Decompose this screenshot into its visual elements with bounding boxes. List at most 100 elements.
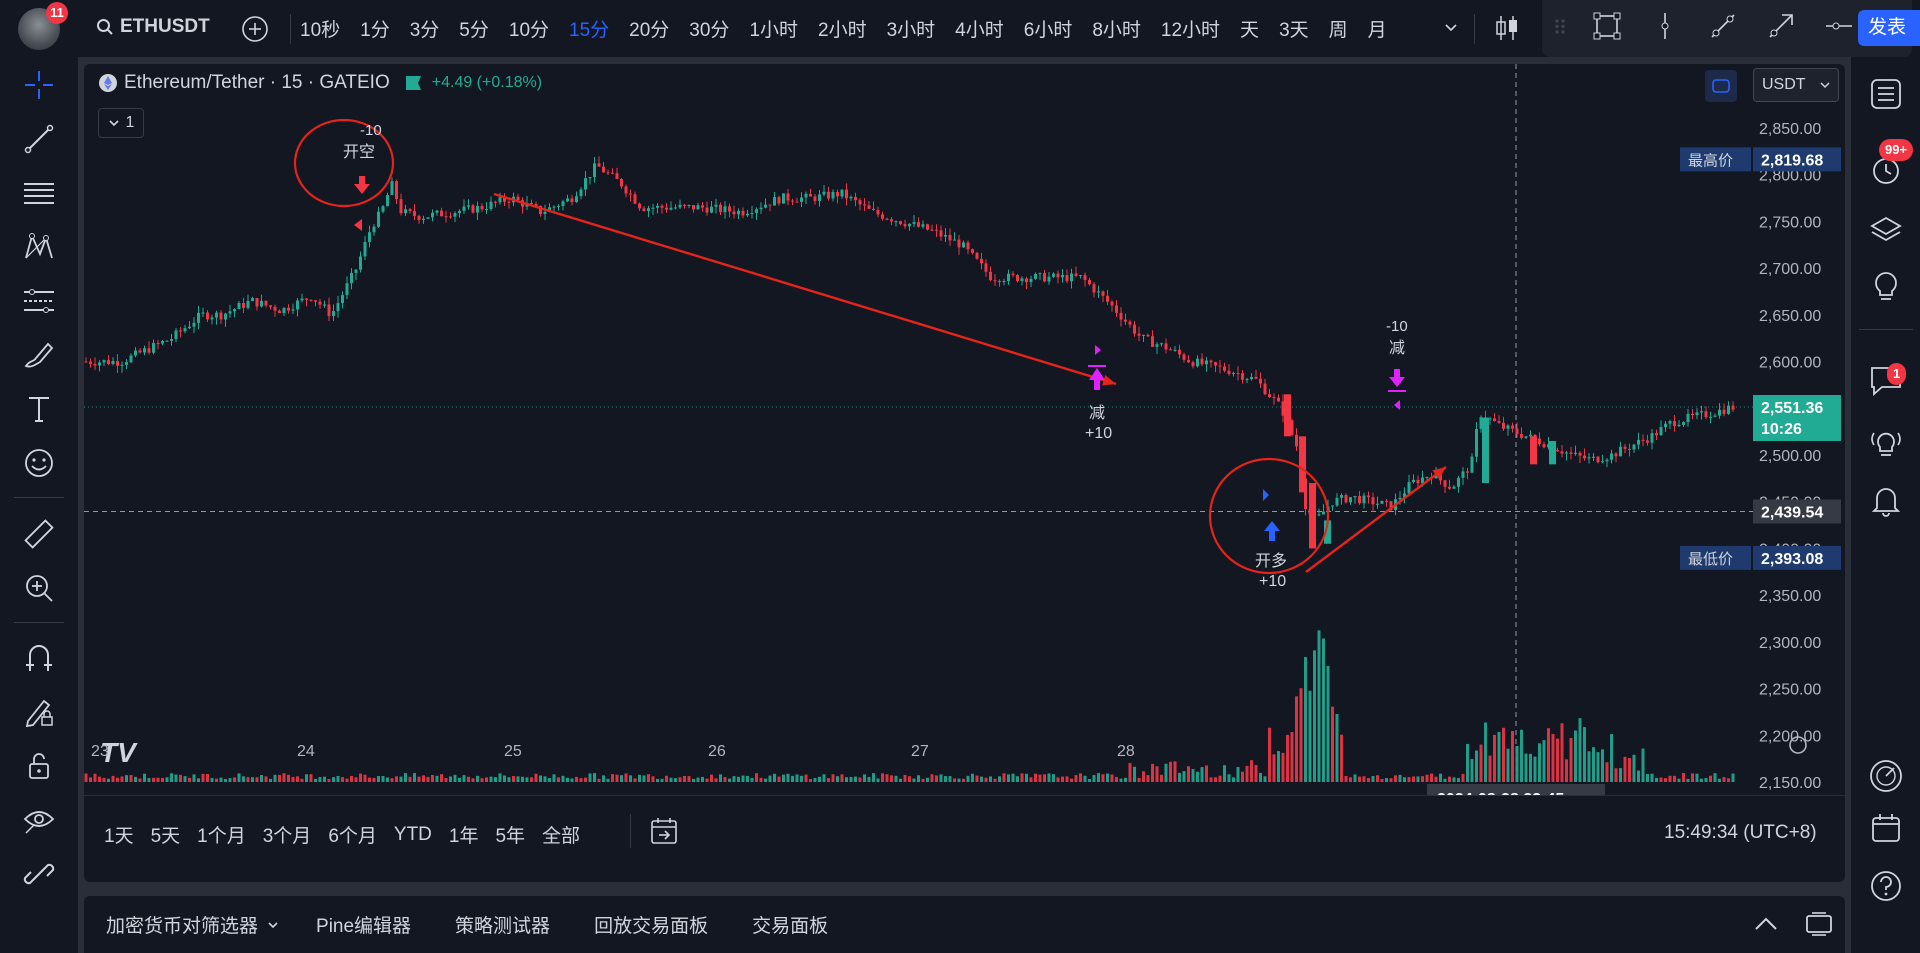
brush-icon[interactable] (18, 334, 60, 376)
horizontal-ray-tool-icon[interactable] (1810, 11, 1868, 47)
broadcast-bulb-icon[interactable] (1863, 419, 1909, 465)
chevron-up-icon[interactable] (1752, 912, 1780, 936)
interval-4[interactable]: 10分 (508, 20, 550, 41)
chart-pane[interactable]: TV 2,850.00 2,800.00 2,750.00 2,700.00 2,650.… (84, 64, 1845, 882)
candle-body (534, 204, 538, 206)
layers-icon[interactable] (1863, 208, 1909, 254)
volume-bar (1434, 776, 1438, 782)
volume-bar (1034, 773, 1037, 782)
price-chart[interactable]: TV 2,850.00 2,800.00 2,750.00 2,700.00 2,650.… (84, 64, 1845, 795)
chevron-down-icon[interactable] (266, 918, 280, 932)
time-tick: 26 (708, 743, 726, 760)
trend-line-tool-icon[interactable] (1694, 11, 1752, 47)
bell-icon[interactable] (1863, 477, 1909, 523)
currency-select[interactable]: USDT (1753, 68, 1839, 102)
eye-icon[interactable] (18, 799, 60, 841)
candlestick-icon[interactable] (1494, 14, 1520, 42)
interval-17[interactable]: 周 (1328, 20, 1348, 41)
candle-body (1007, 273, 1010, 282)
interval-15[interactable]: 天 (1240, 20, 1260, 41)
sync-scale-button[interactable] (1705, 70, 1737, 102)
interval-5[interactable]: 15分 (569, 20, 610, 41)
help-icon[interactable] (1863, 863, 1909, 909)
interval-0[interactable]: 10秒 (300, 20, 341, 41)
interval-10[interactable]: 3小时 (886, 20, 936, 41)
forecast-tool-icon[interactable] (18, 280, 60, 322)
settings-gear-icon[interactable] (1789, 736, 1807, 754)
bottom-tab-0[interactable]: 加密货币对筛选器 (106, 916, 259, 937)
range-8[interactable]: 全部 (542, 826, 581, 847)
pattern-tool-icon[interactable] (18, 226, 60, 268)
interval-2[interactable]: 3分 (409, 20, 440, 41)
volume-bar (1173, 761, 1177, 782)
bottom-tab-1[interactable]: Pine编辑器 (316, 916, 412, 937)
interval-7[interactable]: 30分 (689, 20, 730, 41)
volume-bar (1484, 722, 1487, 782)
remove-drawings-icon[interactable] (18, 853, 60, 895)
bottom-tab-3[interactable]: 回放交易面板 (594, 916, 709, 937)
interval-9[interactable]: 2小时 (818, 20, 867, 41)
range-1[interactable]: 5天 (150, 826, 181, 847)
interval-11[interactable]: 4小时 (955, 20, 1004, 41)
symbol-search[interactable]: ETHUSDT (96, 16, 210, 38)
arrow-tool-icon[interactable] (1752, 11, 1810, 47)
range-4[interactable]: 6个月 (328, 826, 377, 847)
crosshair-icon[interactable] (18, 64, 60, 106)
range-3[interactable]: 3个月 (262, 826, 312, 847)
publish-button[interactable]: 发表 (1858, 10, 1920, 46)
candle-body (413, 210, 416, 216)
volume-bar (1376, 775, 1379, 782)
range-6[interactable]: 1年 (448, 826, 479, 847)
lock-pencil-icon[interactable] (18, 691, 60, 733)
ideas-bulb-icon[interactable] (1863, 263, 1909, 309)
volume-bar (1380, 778, 1384, 782)
text-tool-icon[interactable] (18, 388, 60, 430)
interval-16[interactable]: 3天 (1279, 20, 1309, 41)
rectangle-tool-icon[interactable] (1578, 11, 1636, 47)
volume-bar (584, 777, 587, 782)
range-5[interactable]: YTD (393, 823, 432, 845)
interval-3[interactable]: 5分 (459, 20, 489, 41)
zoom-in-icon[interactable] (18, 567, 60, 609)
interval-18[interactable]: 月 (1367, 20, 1387, 41)
volume-bar (1466, 743, 1469, 782)
range-0[interactable]: 1天 (104, 826, 134, 847)
emoji-icon[interactable] (18, 442, 60, 484)
maximize-panel-icon[interactable] (1804, 910, 1834, 938)
interval-13[interactable]: 8小时 (1092, 20, 1141, 41)
user-avatar[interactable]: 11 (18, 2, 68, 50)
vertical-line-tool-icon[interactable] (1636, 11, 1694, 47)
candle-body (570, 198, 574, 203)
hotlist-gauge-icon[interactable] (1863, 753, 1909, 799)
interval-8[interactable]: 1小时 (749, 20, 799, 41)
drag-handle-icon[interactable]: ⠿ (1552, 18, 1568, 40)
candle-body (1209, 360, 1213, 363)
fib-retracement-icon[interactable] (18, 172, 60, 214)
chevron-down-icon[interactable] (1444, 21, 1458, 35)
candle-body (156, 343, 160, 345)
magnet-icon[interactable] (18, 637, 60, 679)
timezone-clock[interactable]: 15:49:34 (UTC+8) (1664, 822, 1817, 843)
bottom-tab-2[interactable]: 策略测试器 (455, 916, 551, 937)
range-7[interactable]: 5年 (495, 826, 526, 847)
interval-6[interactable]: 20分 (629, 20, 670, 41)
interval-1[interactable]: 1分 (360, 20, 390, 41)
goto-date-icon[interactable] (649, 816, 679, 846)
bottom-tab-4[interactable]: 交易面板 (752, 916, 829, 937)
candle-body (309, 299, 313, 301)
volume-bar (1389, 778, 1393, 782)
interval-14[interactable]: 12小时 (1160, 20, 1221, 41)
volume-bar (845, 777, 848, 782)
trend-line-icon[interactable] (18, 118, 60, 160)
watchlist-icon[interactable] (1863, 71, 1909, 117)
indicators-toggle[interactable]: 1 (98, 108, 144, 138)
interval-12[interactable]: 6小时 (1023, 20, 1073, 41)
trade-signal-label: 减 (1089, 404, 1105, 422)
candle-body (1727, 405, 1730, 414)
range-2[interactable]: 1个月 (197, 826, 246, 847)
calendar-icon[interactable] (1863, 805, 1909, 851)
add-symbol-icon[interactable] (241, 15, 269, 43)
candle-body (1245, 379, 1249, 381)
ruler-icon[interactable] (18, 513, 60, 555)
lock-icon[interactable] (18, 745, 60, 787)
